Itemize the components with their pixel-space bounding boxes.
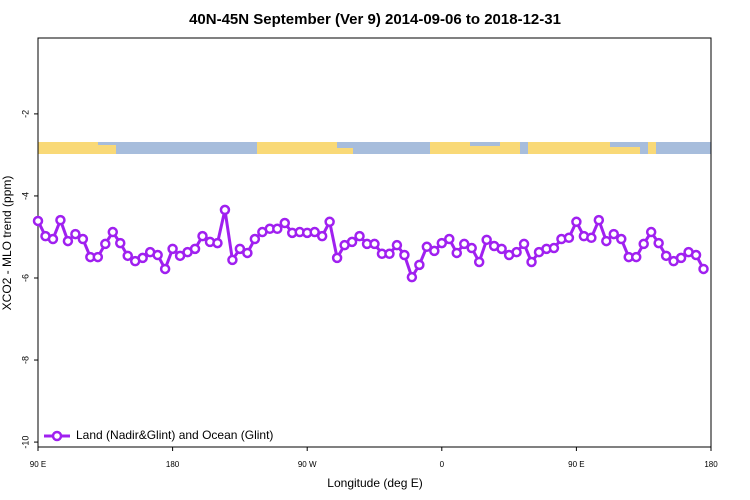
data-point [444,233,455,245]
land-ocean-strip [38,142,711,154]
data-point [429,245,440,257]
data-point [496,243,507,255]
data-point [122,250,133,262]
data-point [309,226,320,238]
data-point [137,252,148,264]
data-point [279,217,291,229]
data-point [526,256,537,268]
data-point [189,243,201,255]
data-point [354,230,365,242]
data-point [391,239,403,251]
x-tick-label: 0 [440,460,445,469]
data-point [414,259,425,271]
data-point [653,237,664,249]
y-tick-label: -6 [20,274,30,282]
data-point [571,216,582,228]
data-point [421,241,433,253]
data-point [249,233,261,245]
legend-label: Land (Nadir&Glint) and Ocean (Glint) [76,428,273,442]
data-point [616,233,627,245]
x-axis-label: Longitude (deg E) [327,476,422,490]
y-tick-label: -4 [20,192,30,200]
data-point [458,238,470,250]
data-point [324,216,335,228]
x-tick-label: 180 [704,460,718,469]
data-point [242,247,253,259]
data-point [369,238,380,250]
x-tick-label: 180 [166,460,180,469]
data-point [399,249,410,261]
data-point [331,252,343,264]
data-point [645,226,657,238]
y-tick-label: -8 [20,356,30,364]
data-point [234,243,246,255]
data-point [481,234,492,246]
data-point [167,243,178,255]
data-point [466,242,477,254]
data-point [586,232,597,244]
data-point [660,250,672,262]
data-point [47,233,59,245]
data-point [92,251,104,263]
data-point [690,249,702,261]
data-point [107,226,119,238]
data-point [152,249,163,261]
data-point [77,233,89,245]
data-point [698,263,709,275]
x-tick-label: 90 W [298,460,317,469]
data-point [436,237,448,249]
data-point [406,271,418,283]
data-point [601,235,612,247]
data-point [608,228,620,240]
y-axis-label: XCO2 - MLO trend (ppm) [0,176,14,311]
data-point [638,238,649,250]
data-point [159,263,171,275]
data-point [563,232,575,244]
data-point [384,248,395,260]
data-point [115,237,126,249]
x-tick-label: 90 E [568,460,584,469]
data-point [593,214,605,226]
data-point [675,252,687,264]
data-point [518,238,530,250]
data-point [70,228,81,240]
data-point [55,214,66,226]
data-point [272,223,283,235]
data-point [451,247,463,259]
data-point [212,237,223,249]
y-tick-label: -2 [20,110,30,118]
data-point [548,242,560,254]
data-point [316,230,328,242]
plot-frame [37,37,712,448]
y-tick-label: -10 [20,436,30,449]
data-point [219,204,231,216]
chart-title: 40N-45N September (Ver 9) 2014-09-06 to … [189,11,561,28]
data-point [227,254,238,266]
data-point [630,251,642,263]
data-point [197,230,208,242]
data-point [100,238,111,250]
data-point [32,215,44,227]
data-point [62,235,74,247]
legend: Land (Nadir&Glint) and Ocean (Glint) [44,428,273,442]
data-point [473,256,485,268]
x-tick-label: 90 E [30,460,46,469]
data-point [346,236,358,248]
data-point [511,246,522,258]
